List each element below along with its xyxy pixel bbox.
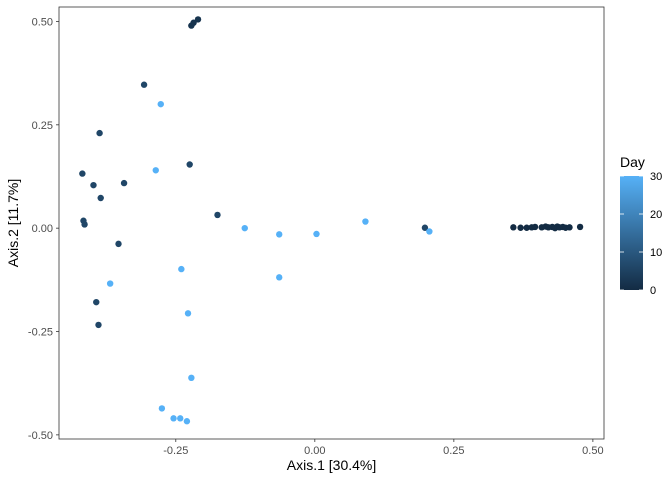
y-tick-label: -0.50 xyxy=(28,430,53,442)
scatter-point xyxy=(426,228,433,235)
scatter-point xyxy=(152,167,159,174)
x-tick-label: 0.25 xyxy=(443,445,464,457)
y-tick-label: -0.25 xyxy=(28,327,53,339)
scatter-point xyxy=(531,223,539,231)
points-layer xyxy=(79,16,584,425)
scatter-point xyxy=(510,224,517,231)
legend-tick-label: 20 xyxy=(650,209,662,221)
scatter-point xyxy=(157,100,164,108)
scatter-point xyxy=(106,280,114,287)
scatter-point xyxy=(194,16,202,23)
scatter-point xyxy=(96,129,103,137)
plot-panel xyxy=(58,6,605,440)
scatter-point xyxy=(313,230,320,238)
scatter-point xyxy=(79,170,86,177)
scatter-point xyxy=(120,179,128,187)
x-tick-label: 0.00 xyxy=(304,445,325,457)
scatter-point xyxy=(183,418,191,425)
scatter-point xyxy=(170,415,177,422)
scatter-point xyxy=(421,224,429,231)
y-tick-label: 0.25 xyxy=(32,120,53,132)
scatter-point xyxy=(90,181,97,189)
scatter-point xyxy=(158,405,166,412)
scatter-point xyxy=(241,224,248,232)
x-tick-label: 0.50 xyxy=(582,445,603,457)
legend-tick-label: 30 xyxy=(650,171,662,183)
scatter-point xyxy=(81,221,88,228)
legend-ticks: 0 10 20 30 xyxy=(620,171,662,297)
y-tick-label: 0.00 xyxy=(32,223,53,235)
scatter-point xyxy=(362,218,369,225)
scatter-point xyxy=(188,374,195,382)
scatter-point xyxy=(276,231,283,238)
scatter-point xyxy=(93,298,100,306)
scatter-point xyxy=(523,224,530,231)
scatter-point xyxy=(276,274,283,281)
scatter-point xyxy=(115,240,122,248)
y-axis-title: Axis.2 [11.7%] xyxy=(5,179,21,267)
scatter-point xyxy=(95,321,102,329)
legend-colorbar xyxy=(620,176,643,290)
scatter-point xyxy=(177,415,184,422)
legend-title: Day xyxy=(620,154,645,170)
scatter-point xyxy=(517,224,524,231)
legend-tick-label: 0 xyxy=(650,285,656,297)
y-axis-ticks: -0.50 -0.25 0.00 0.25 0.50 xyxy=(28,16,59,442)
scatter-point xyxy=(178,265,185,273)
scatter-point xyxy=(214,211,221,219)
scatter-point xyxy=(576,223,584,231)
y-tick-label: 0.50 xyxy=(32,16,53,28)
scatter-point xyxy=(186,161,193,168)
scatter-point xyxy=(97,194,104,202)
legend: Day 0 10 20 30 xyxy=(620,154,662,297)
scatter-point xyxy=(566,224,573,231)
scatter-point xyxy=(184,310,192,317)
scatter-point xyxy=(140,81,148,88)
x-axis-title: Axis.1 [30.4%] xyxy=(287,457,377,473)
legend-tick-label: 10 xyxy=(650,247,662,259)
x-tick-label: -0.25 xyxy=(163,445,188,457)
scatter-point xyxy=(188,22,195,29)
x-axis-ticks: -0.25 0.00 0.25 0.50 xyxy=(163,439,604,457)
